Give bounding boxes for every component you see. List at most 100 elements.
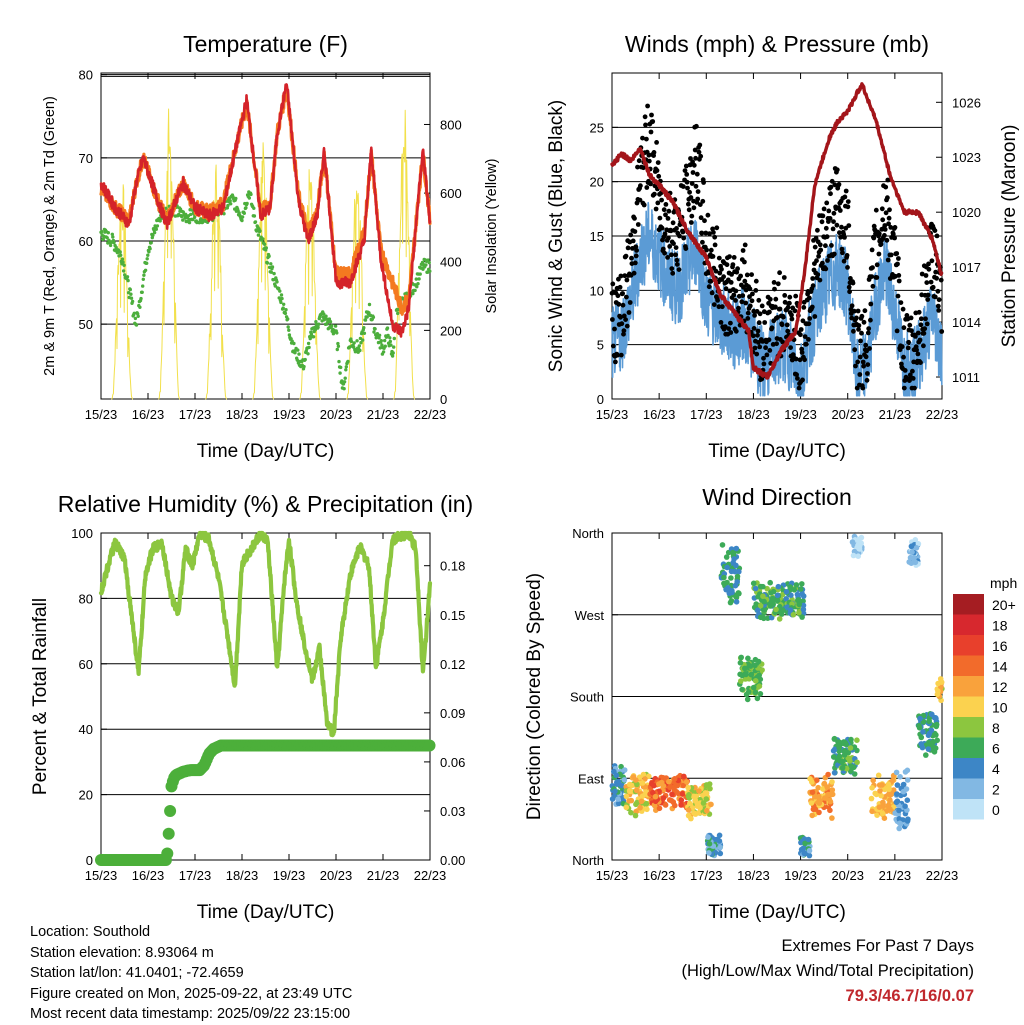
direction-point xyxy=(672,802,678,809)
gust-point xyxy=(885,257,891,263)
y-axis-label-right: Station Pressure (Maroon) xyxy=(999,125,1020,348)
dewpoint-point xyxy=(143,268,148,272)
gust-point xyxy=(884,237,890,243)
colorbar-label: 14 xyxy=(992,659,1008,675)
direction-point xyxy=(830,748,837,754)
dewpoint-point xyxy=(244,206,248,210)
direction-point xyxy=(848,763,854,769)
direction-point xyxy=(858,534,865,541)
y-tick-label: East xyxy=(578,771,604,786)
direction-point xyxy=(726,590,733,597)
direction-point xyxy=(800,593,807,599)
gust-point xyxy=(757,344,763,350)
gust-point xyxy=(789,312,794,318)
gust-point xyxy=(771,280,777,285)
dewpoint-point xyxy=(311,335,316,339)
gust-point xyxy=(656,173,662,179)
dewpoint-point xyxy=(383,344,387,348)
gust-point xyxy=(826,208,832,214)
gust-point xyxy=(863,342,869,348)
dewpoint-point xyxy=(371,315,376,319)
gust-point xyxy=(703,230,709,236)
direction-point xyxy=(787,584,793,590)
direction-point xyxy=(621,777,628,783)
y-tick-label: 80 xyxy=(79,68,93,83)
y-tick-label-right: 600 xyxy=(440,186,462,201)
dewpoint-point xyxy=(338,371,342,375)
gust-point xyxy=(865,330,871,336)
dewpoint-point xyxy=(142,273,146,277)
direction-point xyxy=(774,592,781,599)
plot-frame xyxy=(100,532,431,861)
gust-point xyxy=(810,283,816,289)
gust-point xyxy=(684,179,690,185)
gust-point xyxy=(660,246,666,252)
y-tick-label: 20 xyxy=(79,788,93,803)
dewpoint-point xyxy=(252,206,256,210)
direction-point xyxy=(694,803,701,809)
gust-point xyxy=(709,290,715,296)
gust-point xyxy=(775,315,780,320)
gust-point xyxy=(828,184,834,190)
gust-point xyxy=(673,252,678,258)
colorbar-swatch xyxy=(953,655,984,676)
gust-point xyxy=(918,360,923,365)
direction-point xyxy=(798,586,804,592)
direction-point xyxy=(773,606,779,613)
gust-point xyxy=(691,162,697,168)
gust-point xyxy=(929,258,935,264)
dewpoint-point xyxy=(390,354,395,358)
direction-point xyxy=(870,777,876,784)
gust-point xyxy=(831,210,837,216)
direction-point xyxy=(683,779,690,785)
gust-point xyxy=(902,368,908,373)
gust-point xyxy=(909,328,914,334)
x-tick-label: 21/23 xyxy=(367,407,400,422)
gust-point xyxy=(855,359,861,365)
gust-point xyxy=(695,189,701,195)
colorbar-label: 8 xyxy=(992,720,1000,736)
gust-point xyxy=(824,234,830,240)
direction-point xyxy=(923,752,929,758)
direction-point xyxy=(926,718,932,725)
direction-point xyxy=(706,850,712,856)
direction-point xyxy=(628,809,634,816)
precip-point xyxy=(161,847,174,860)
gust-point xyxy=(756,340,761,345)
gust-point xyxy=(858,338,863,344)
gust-point xyxy=(626,310,632,315)
gust-point xyxy=(753,278,759,284)
x-tick-label: 22/23 xyxy=(926,868,959,883)
gust-point xyxy=(861,363,866,369)
y-axis-label: Direction (Colored By Speed) xyxy=(524,573,545,820)
gust-point xyxy=(860,359,866,365)
gust-point xyxy=(914,347,919,353)
gust-point xyxy=(648,181,653,187)
y-tick-label-right: 1023 xyxy=(952,150,981,165)
gust-point xyxy=(823,243,828,249)
gust-point xyxy=(820,213,826,219)
direction-point xyxy=(873,791,880,798)
direction-point xyxy=(728,568,735,575)
gust-point xyxy=(615,293,621,299)
direction-point xyxy=(793,582,800,588)
direction-point xyxy=(879,810,886,817)
gust-point xyxy=(847,289,852,295)
y-tick-label-right: 0 xyxy=(440,392,447,407)
gust-point xyxy=(659,225,665,231)
gust-point xyxy=(659,197,664,203)
direction-point xyxy=(839,765,846,771)
gust-point xyxy=(696,149,702,155)
gust-point xyxy=(933,269,939,275)
precip-point xyxy=(423,739,436,752)
gust-point xyxy=(632,260,638,266)
gust-point xyxy=(716,255,722,261)
x-tick-label: 21/23 xyxy=(879,407,912,422)
gust-point xyxy=(923,316,928,322)
gust-point xyxy=(868,317,873,323)
direction-point xyxy=(880,799,886,806)
dewpoint-point xyxy=(240,218,244,223)
gust-point xyxy=(922,326,928,332)
y-tick-label: 10 xyxy=(590,283,604,298)
colorbar-swatch xyxy=(953,676,984,697)
